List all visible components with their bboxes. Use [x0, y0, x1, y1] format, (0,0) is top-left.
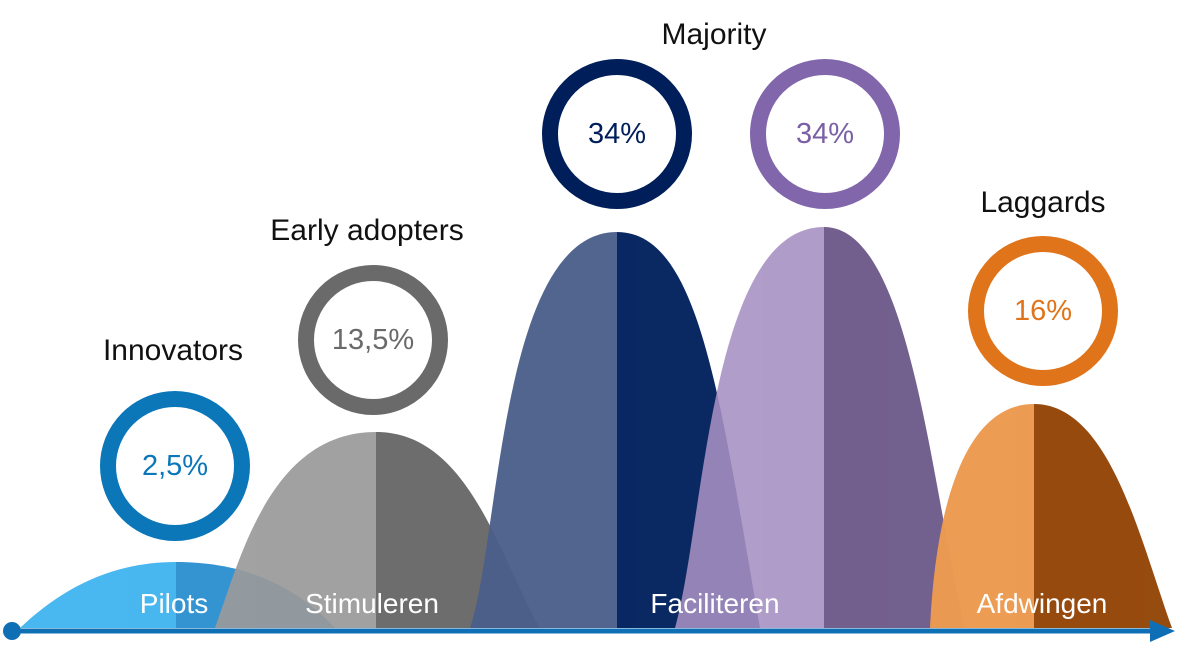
title-innovators: Innovators [103, 334, 243, 367]
early-adopters-percentage: 13,5% [332, 324, 414, 356]
laggards-ring: 16% [968, 236, 1118, 386]
late-majority-hump [675, 227, 965, 628]
phase-label-faciliteren: Faciliteren [650, 588, 779, 619]
innovators-hump-left [20, 562, 176, 628]
late-majority-hump-left [675, 227, 824, 628]
title-laggards: Laggards [980, 186, 1105, 219]
laggards-hump [930, 404, 1172, 628]
axis-arrowhead-icon [1150, 620, 1175, 642]
phase-label-stimuleren: Stimuleren [305, 588, 439, 619]
laggards-percentage: 16% [1014, 295, 1072, 327]
late-majority-ring: 34% [750, 59, 900, 209]
phase-label-pilots: Pilots [140, 588, 208, 619]
phase-label-afdwingen: Afdwingen [977, 588, 1108, 619]
late-majority-percentage: 34% [796, 118, 854, 150]
early-adopters-ring: 13,5% [298, 265, 448, 415]
innovators-percentage: 2,5% [142, 450, 208, 482]
early-majority-hump-left [470, 232, 617, 628]
title-early-adopters: Early adopters [270, 214, 463, 247]
timeline-axis [3, 620, 1175, 642]
axis-start-dot [3, 622, 21, 640]
laggards-hump-left [930, 404, 1034, 628]
innovators-ring: 2,5% [100, 391, 250, 541]
title-majority: Majority [661, 18, 766, 51]
early-majority-percentage: 34% [588, 118, 646, 150]
early-majority-ring: 34% [542, 59, 692, 209]
laggards-hump-right [1034, 404, 1172, 628]
late-majority-hump-right [824, 227, 965, 628]
early-adopters-hump-left [215, 432, 376, 628]
